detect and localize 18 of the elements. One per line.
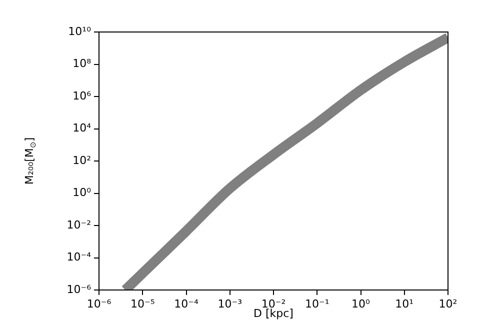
- x-tick-label: 10¹: [395, 297, 414, 310]
- x-tick-label: 10⁰: [352, 297, 371, 310]
- y-tick-label: 10⁻⁶: [66, 282, 92, 296]
- y-tick-label: 10²: [72, 154, 91, 167]
- x-tick-label: 10⁻⁵: [130, 297, 155, 310]
- x-tick-label: 10⁻¹: [305, 297, 330, 310]
- x-tick-label: 10⁻⁶: [86, 297, 112, 310]
- y-tick-label: 10⁸: [72, 57, 92, 70]
- x-axis-title: D [kpc]: [254, 306, 294, 320]
- y-tick-label: 10¹⁰: [68, 24, 92, 38]
- y-tick-label: 10⁴: [72, 122, 92, 135]
- y-tick-label: 10⁶: [72, 89, 92, 102]
- y-tick-label: 10⁰: [72, 186, 92, 200]
- x-tick-label: 10⁻³: [218, 297, 242, 310]
- y-tick-label: 10⁻²: [66, 218, 91, 232]
- x-tick-label: 10⁻⁴: [174, 297, 199, 310]
- x-tick-label: 10²: [438, 297, 458, 310]
- y-tick-label: 10⁻⁴: [66, 250, 92, 264]
